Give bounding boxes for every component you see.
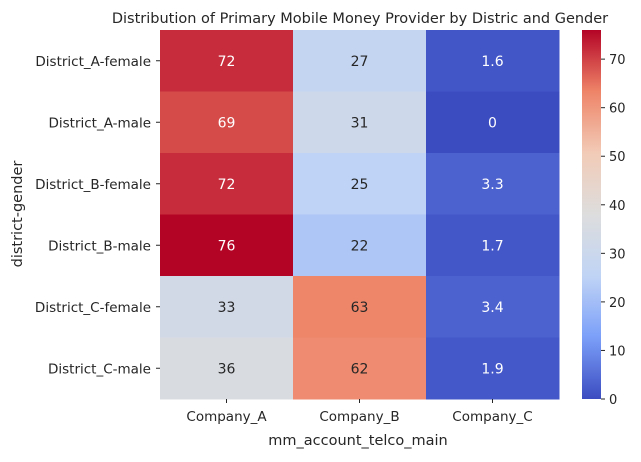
heatmap-cell <box>426 337 560 400</box>
cell-value-label: 3.4 <box>481 300 503 316</box>
y-axis-label: district-gender <box>10 161 26 268</box>
heatmap-cell <box>160 153 294 215</box>
y-tick-label: District_B-male <box>48 238 151 254</box>
cell-value-label: 72 <box>218 54 236 70</box>
x-tick-label: Company_B <box>319 409 399 425</box>
heatmap-cell <box>426 30 560 92</box>
chart-title: Distribution of Primary Mobile Money Pro… <box>112 11 608 27</box>
colorbar-tick-label: 70 <box>609 53 626 68</box>
cell-value-label: 69 <box>218 115 236 131</box>
cell-value-label: 31 <box>351 115 369 131</box>
y-tick-label: District_C-male <box>48 361 151 377</box>
heatmap-cell <box>160 276 294 338</box>
cell-value-label: 72 <box>218 177 236 193</box>
y-tick-label: District_B-female <box>35 177 151 193</box>
colorbar: 0 10 20 30 40 50 60 70 <box>582 30 626 408</box>
cell-value-label: 25 <box>351 177 369 193</box>
cell-value-label: 63 <box>351 300 369 316</box>
column-labels: Company_A Company_B Company_C <box>186 399 533 425</box>
cell-value-label: 33 <box>218 300 236 316</box>
heatmap-cell <box>426 153 560 215</box>
heatmap-cell <box>426 91 560 154</box>
x-tick-label: Company_C <box>452 409 532 425</box>
cell-value-label: 1.9 <box>481 361 503 377</box>
cell-value-label: 1.7 <box>481 238 503 254</box>
x-tick-label: Company_A <box>186 409 267 425</box>
cell-value-label: 0 <box>488 115 497 131</box>
heatmap-cell <box>293 91 427 154</box>
y-tick-label: District_A-female <box>35 54 151 70</box>
heatmap-cell <box>293 276 427 338</box>
colorbar-tick-label: 40 <box>609 199 626 214</box>
cell-value-label: 36 <box>218 361 236 377</box>
colorbar-tick-label: 60 <box>609 102 626 117</box>
cell-value-label: 62 <box>351 361 369 377</box>
heatmap-cell <box>160 30 294 92</box>
colorbar-tick-label: 30 <box>609 247 626 262</box>
colorbar-tick-label: 10 <box>609 344 626 359</box>
colorbar-tick-label: 0 <box>609 393 617 408</box>
heatmap-cell <box>293 337 427 400</box>
y-tick-label: District_C-female <box>35 300 151 316</box>
heatmap-cell <box>160 91 294 154</box>
cell-value-label: 76 <box>218 238 236 254</box>
heatmap-cell <box>293 214 427 277</box>
colorbar-tick-label: 20 <box>609 296 626 311</box>
x-axis-label: mm_account_telco_main <box>268 433 447 449</box>
heatmap-cell <box>426 276 560 338</box>
cell-value-label: 1.6 <box>481 54 503 70</box>
cell-value-label: 3.3 <box>481 177 503 193</box>
colorbar-tick-label: 50 <box>609 150 626 165</box>
heatmap-cell <box>293 30 427 92</box>
heatmap-cells: 72 27 1.6 69 31 0 72 25 3.3 76 22 1.7 33 63 3.4 36 62 1.9 <box>160 30 560 400</box>
y-tick-label: District_A-male <box>48 115 151 131</box>
cell-value-label: 22 <box>351 238 369 254</box>
cell-value-label: 27 <box>351 54 369 70</box>
colorbar-gradient <box>582 30 601 399</box>
row-labels: District_A-female District_A-male District… <box>35 54 160 377</box>
heatmap-cell <box>160 337 294 400</box>
colorbar-ticks: 0 10 20 30 40 50 60 70 <box>601 53 626 408</box>
heatmap-cell <box>426 214 560 277</box>
heatmap-cell <box>293 153 427 215</box>
heatmap-cell <box>160 214 294 277</box>
